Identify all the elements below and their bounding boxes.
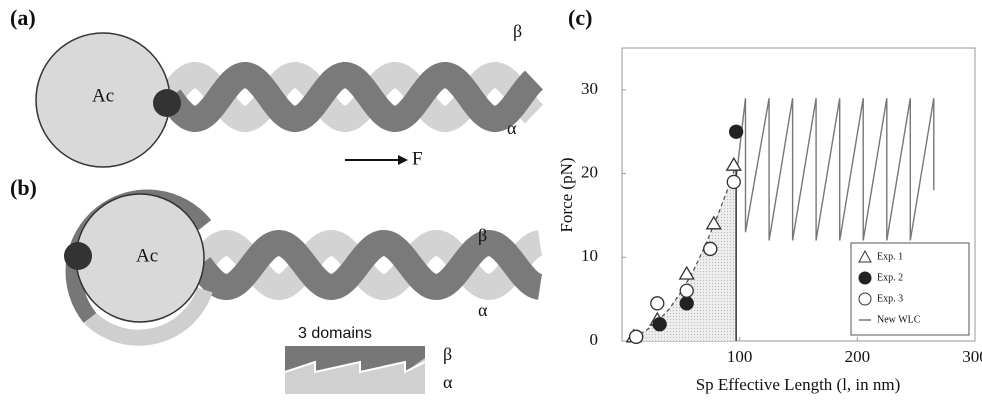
binding-site	[64, 242, 92, 270]
legend-label: Exp. 1	[877, 251, 903, 262]
y-tick-label: 0	[590, 330, 599, 349]
fit-line	[633, 164, 737, 338]
beta-label: β	[513, 21, 522, 41]
plot-frame	[621, 47, 976, 342]
circle-marker	[628, 329, 644, 344]
y-tick-label: 10	[581, 246, 598, 265]
y-axis-label: Force (pN)	[557, 157, 576, 232]
legend-label: Exp. 3	[877, 293, 903, 304]
circle-marker	[679, 296, 694, 311]
triangle-marker	[705, 215, 722, 230]
arrow-head	[398, 155, 408, 165]
legend-swatch	[858, 292, 872, 306]
x-tick-label: 200	[845, 347, 871, 366]
circle-label: Ac	[92, 85, 114, 106]
circle-marker	[726, 174, 741, 190]
helix-a	[159, 62, 543, 132]
y-tick-label: 30	[581, 79, 598, 98]
triangle-marker	[678, 265, 695, 280]
legend-swatch	[858, 249, 872, 263]
x-tick-label: 100	[727, 347, 753, 366]
panel-label: (c)	[568, 5, 592, 30]
helix-b	[189, 229, 543, 301]
plot: 0 10 20 30 100 200 300 Exp. 1 Exp. 2 Exp. 3 New WL…	[581, 79, 982, 366]
legend-label: New WLC	[877, 314, 921, 325]
panel-label: (b)	[10, 175, 37, 200]
beta-label: β	[478, 225, 487, 245]
domain-beta	[285, 346, 425, 372]
binding-site	[153, 89, 181, 117]
wlc-line	[733, 98, 935, 241]
circle-label: Ac	[136, 245, 158, 266]
strand	[189, 229, 543, 301]
domains-label: 3 domains	[298, 325, 372, 342]
strand	[159, 62, 543, 132]
circle-marker	[728, 124, 744, 139]
triangle-marker	[725, 156, 742, 171]
alpha-label: α	[507, 118, 517, 138]
y-tick-label: 20	[581, 162, 598, 181]
x-tick-label: 300	[962, 347, 982, 366]
alpha-label: α	[478, 300, 488, 320]
alpha-label: α	[443, 372, 453, 392]
legend-label: Exp. 2	[877, 272, 903, 283]
light-arc	[84, 287, 213, 346]
panel-label: (a)	[10, 5, 36, 30]
x-axis-label: Sp Effective Length (l, in nm)	[696, 375, 901, 394]
circle-marker	[703, 241, 718, 257]
legend-swatch	[858, 271, 872, 285]
circle-marker	[652, 317, 667, 332]
fit-area	[633, 165, 737, 341]
circle-marker	[679, 283, 694, 298]
force-label: F	[412, 148, 423, 169]
domain-edge	[284, 360, 426, 374]
circle-marker	[650, 296, 665, 311]
beta-label: β	[443, 344, 452, 364]
